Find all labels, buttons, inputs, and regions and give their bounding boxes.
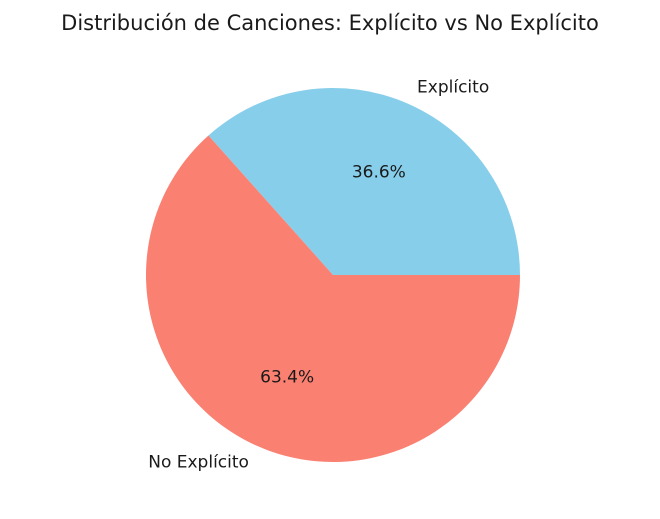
chart-title: Distribución de Canciones: Explícito vs … (61, 11, 599, 35)
slice-label-1: No Explícito (148, 453, 249, 473)
slice-label-0: Explícito (417, 77, 489, 97)
pie-slices (146, 87, 520, 462)
slice-percent-label-0: 36.6% (352, 163, 406, 183)
pie-slice-0 (208, 87, 520, 275)
slice-percent-label-1: 63.4% (260, 367, 314, 387)
pie-labels: Explícito 36.6% No Explícito 63.4% (148, 77, 489, 472)
pie-slice-1 (146, 135, 520, 462)
